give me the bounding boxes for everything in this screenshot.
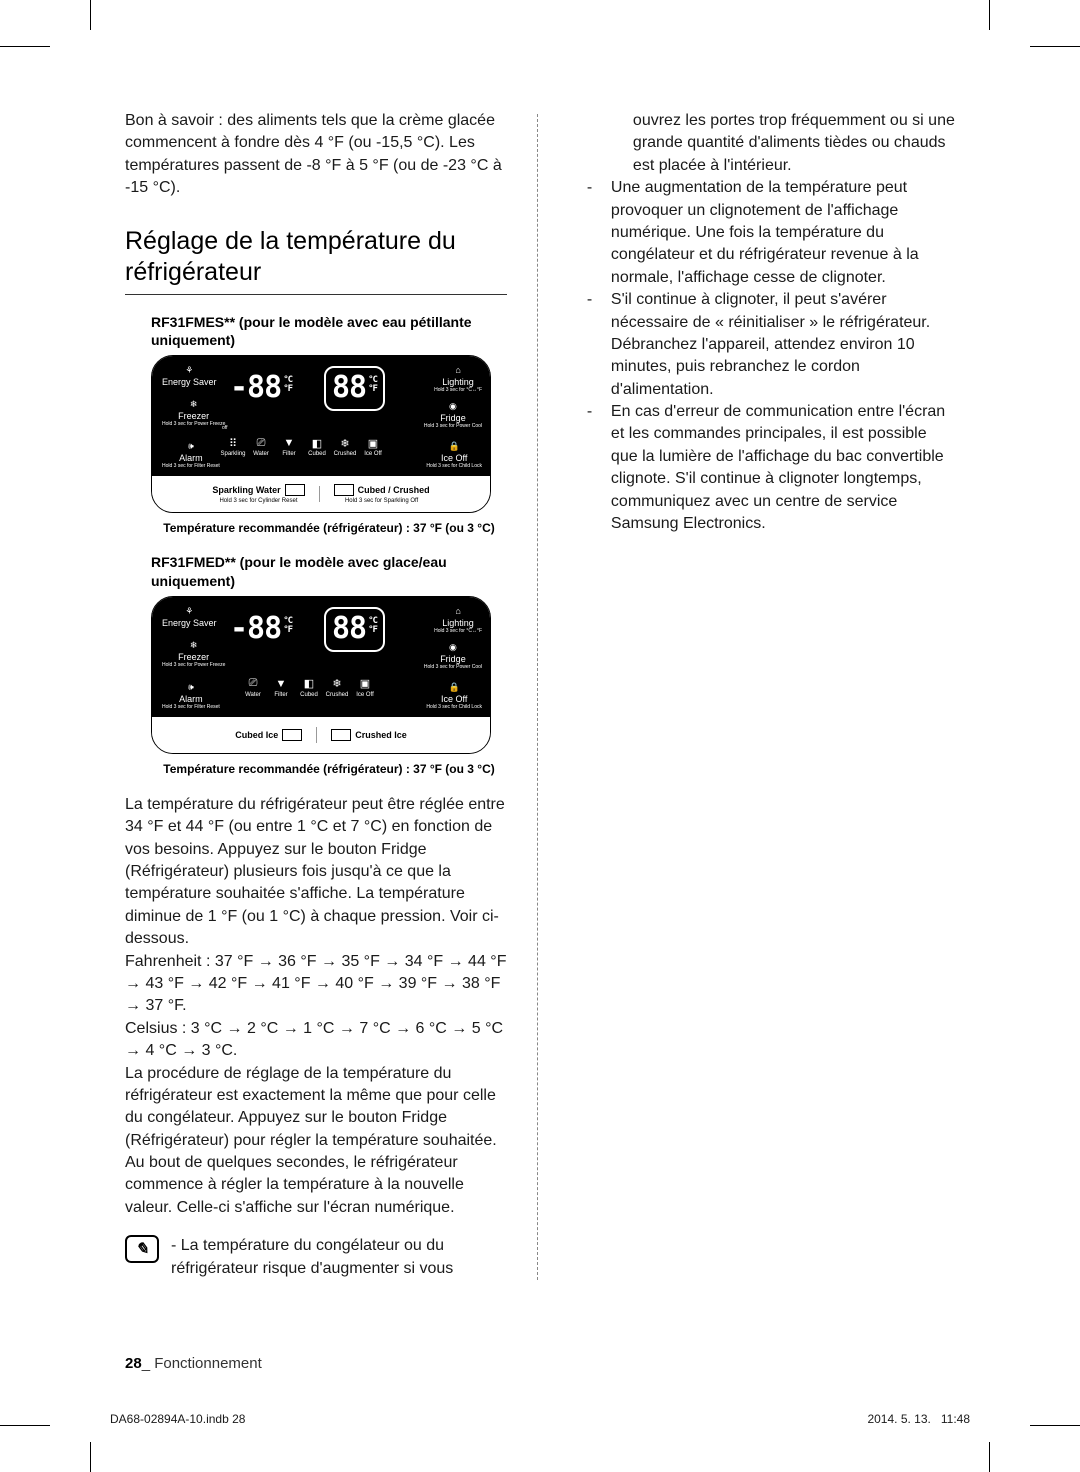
water-option: ⎚Water (242, 677, 264, 698)
cubed-option: ◧Cubed (298, 677, 320, 698)
crop-mark (989, 0, 990, 30)
section-heading: Réglage de la température du réfrigérate… (125, 226, 507, 296)
control-panel-2: ⚘ Energy Saver ❄ Freezer Hold 3 sec for … (151, 596, 491, 754)
panel1-wrap: ⚘ Energy Saver ❄ Freezer Hold 3 sec for … (151, 355, 507, 513)
energy-saver-label: ⚘ Energy Saver (162, 366, 217, 388)
fridge-label: ◉ Fridge Hold 3 sec for Power Cool (424, 402, 482, 429)
print-filename: DA68-02894A-10.indb 28 (110, 1412, 245, 1426)
model2-subheading: RF31FMED** (pour le modèle avec glace/ea… (151, 553, 507, 589)
lighting-label: ⌂ Lighting Hold 3 sec for °C↔°F (434, 366, 482, 393)
crop-mark (1030, 46, 1080, 47)
note-box: ✎ - La température du congélateur ou du … (125, 1235, 507, 1280)
bullet-dash: - (587, 401, 597, 535)
crushed-option: ❄Crushed (326, 677, 348, 698)
off-label: off (222, 426, 227, 432)
alarm-icon: 🕪 (162, 683, 220, 693)
column-divider (537, 114, 543, 1280)
celsius-sequence: Celsius : 3 °C → 2 °C → 1 °C → 7 °C → 6 … (125, 1018, 507, 1063)
fridge-temp-display: 88°C°F (324, 607, 385, 652)
fridge-label: ◉ Fridge Hold 3 sec for Power Cool (424, 643, 482, 670)
crushed-option: ❄Crushed (334, 436, 356, 457)
intro-paragraph: Bon à savoir : des aliments tels que la … (125, 110, 507, 200)
rec-temp-1: Température recommandée (réfrigérateur) … (151, 521, 507, 535)
iceoff-option: ▣Ice Off (362, 436, 384, 457)
leaf-icon: ⚘ (162, 366, 217, 376)
page-underscore: _ (142, 1355, 155, 1372)
drop-icon: ◉ (424, 643, 482, 653)
snowflake-icon: ❄ (162, 400, 225, 410)
fridge-temp-display: 88°C°F (324, 366, 385, 411)
control-panel-1: ⚘ Energy Saver ❄ Freezer Hold 3 sec for … (151, 355, 491, 513)
print-datetime: 2014. 5. 13. 11:48 (867, 1412, 970, 1426)
drop-icon: ◉ (424, 402, 482, 412)
rec-temp-2: Température recommandée (réfrigérateur) … (151, 762, 507, 776)
panel2-display: ⚘ Energy Saver ❄ Freezer Hold 3 sec for … (152, 597, 490, 717)
alarm-icon: 🕪 (162, 442, 220, 452)
ice-off-label: 🔒 Ice Off Hold 3 sec for Child Lock (426, 442, 482, 469)
crushed-ice-button[interactable]: Crushed Ice (331, 729, 407, 741)
lock-icon: 🔒 (426, 442, 482, 452)
filter-option: ▼Filter (278, 436, 300, 457)
sparkling-water-button[interactable]: Sparkling Water Hold 3 sec for Cylinder … (212, 484, 304, 504)
crop-mark (1030, 1425, 1080, 1426)
filter-option: ▼Filter (270, 677, 292, 698)
sparkling-option: ⠿Sparkling (222, 436, 244, 457)
right-column: ouvrez les portes trop fréquemment ou si… (573, 110, 955, 1280)
alarm-label: 🕪 Alarm Hold 3 sec for Filter Reset (162, 683, 220, 710)
model1-subheading: RF31FMES** (pour le modèle avec eau péti… (151, 313, 507, 349)
page-content: Bon à savoir : des aliments tels que la … (125, 110, 955, 1280)
bullet-dash: - (587, 177, 597, 289)
fahrenheit-sequence: Fahrenheit : 37 °F → 36 °F → 35 °F → 34 … (125, 951, 507, 1018)
cubed-option: ◧Cubed (306, 436, 328, 457)
note-continuation: ouvrez les portes trop fréquemment ou si… (573, 110, 955, 177)
iceoff-option: ▣Ice Off (354, 677, 376, 698)
panel2-buttons: Cubed Ice Crushed Ice (152, 717, 490, 753)
page-footer: 28_ Fonctionnement (125, 1355, 262, 1372)
leaf-icon: ⚘ (162, 607, 217, 617)
print-metadata: DA68-02894A-10.indb 28 2014. 5. 13. 11:4… (110, 1412, 970, 1426)
crop-mark (90, 1442, 91, 1472)
dispenser-icon-row: ⠿Sparkling ⎚Water ▼Filter ◧Cubed ❄Crushe… (222, 436, 384, 457)
ice-off-label: 🔒 Ice Off Hold 3 sec for Child Lock (426, 683, 482, 710)
freezer-label: ❄ Freezer Hold 3 sec for Power Freeze (162, 641, 225, 668)
crop-mark (0, 1425, 50, 1426)
alarm-label: 🕪 Alarm Hold 3 sec for Filter Reset (162, 442, 220, 469)
panel1-buttons: Sparkling Water Hold 3 sec for Cylinder … (152, 476, 490, 512)
page-section: Fonctionnement (154, 1355, 262, 1372)
freezer-temp-display: -88°C°F (230, 370, 292, 405)
snowflake-icon: ❄ (162, 641, 225, 651)
crop-mark (0, 46, 50, 47)
crop-mark (989, 1442, 990, 1472)
panel2-wrap: ⚘ Energy Saver ❄ Freezer Hold 3 sec for … (151, 596, 507, 754)
freezer-temp-display: -88°C°F (230, 611, 292, 646)
lock-icon: 🔒 (426, 683, 482, 693)
bullet-list: - Une augmentation de la température peu… (587, 177, 955, 535)
dispenser-icon-row: ⎚Water ▼Filter ◧Cubed ❄Crushed ▣Ice Off (242, 677, 376, 698)
crop-mark (90, 0, 91, 30)
list-item: - Une augmentation de la température peu… (587, 177, 955, 289)
note-icon: ✎ (125, 1235, 159, 1263)
panel1-display: ⚘ Energy Saver ❄ Freezer Hold 3 sec for … (152, 356, 490, 476)
main-paragraph: La température du réfrigérateur peut êtr… (125, 794, 507, 951)
cubed-ice-button[interactable]: Cubed Ice (235, 729, 302, 741)
cubed-crushed-button[interactable]: Cubed / Crushed Hold 3 sec for Sparkling… (334, 484, 430, 504)
energy-saver-label: ⚘ Energy Saver (162, 607, 217, 629)
list-item: - En cas d'erreur de communication entre… (587, 401, 955, 535)
page-number: 28 (125, 1355, 142, 1372)
lamp-icon: ⌂ (434, 366, 482, 376)
bullet-dash: - (587, 289, 597, 401)
list-item: - S'il continue à clignoter, il peut s'a… (587, 289, 955, 401)
note-text: - La température du congélateur ou du ré… (171, 1235, 507, 1280)
water-option: ⎚Water (250, 436, 272, 457)
lamp-icon: ⌂ (434, 607, 482, 617)
left-column: Bon à savoir : des aliments tels que la … (125, 110, 507, 1280)
procedure-paragraph: La procédure de réglage de la températur… (125, 1063, 507, 1220)
freezer-label: ❄ Freezer Hold 3 sec for Power Freeze (162, 400, 225, 427)
lighting-label: ⌂ Lighting Hold 3 sec for °C↔°F (434, 607, 482, 634)
